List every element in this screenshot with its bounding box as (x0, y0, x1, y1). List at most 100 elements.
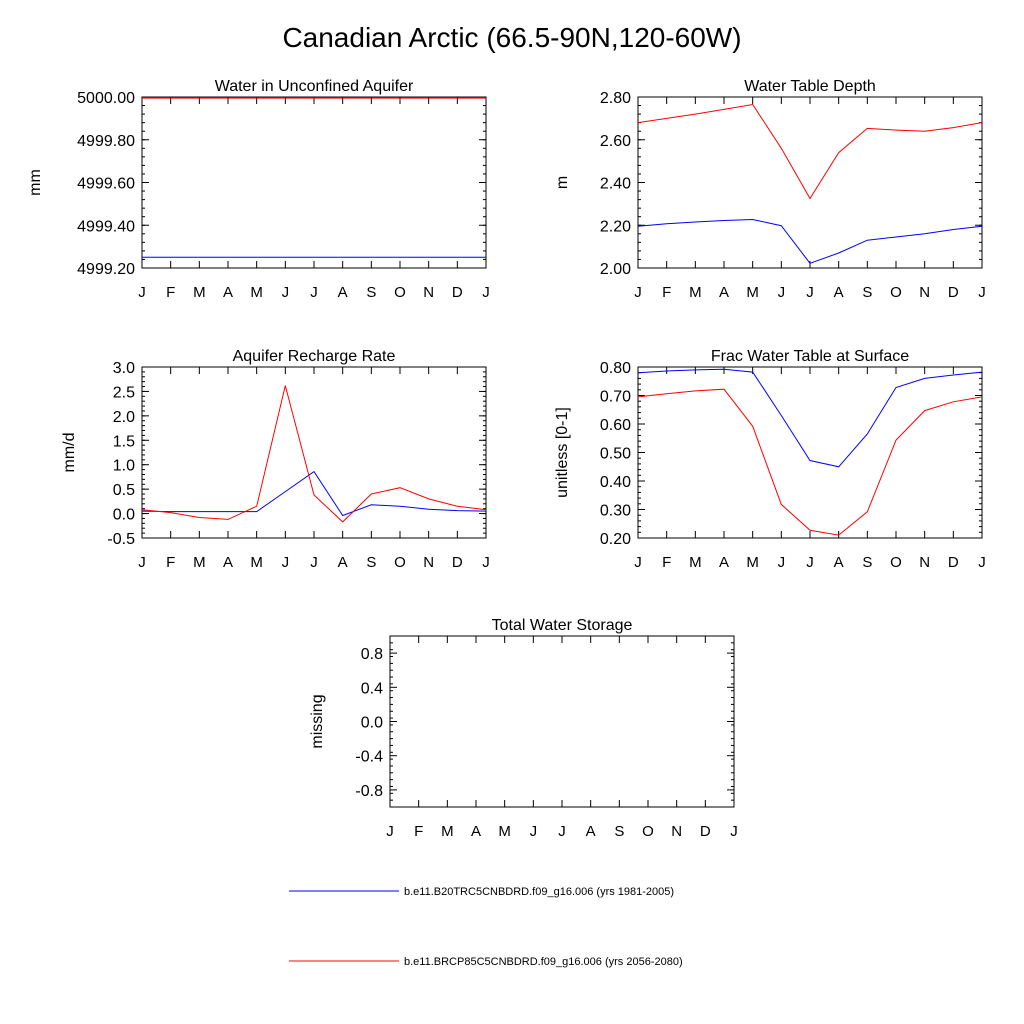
plot-frame (141, 366, 487, 539)
x-tick-label: J (778, 554, 786, 571)
x-tick-label: F (662, 284, 671, 301)
x-tick-label: M (250, 284, 263, 301)
x-tick-label: F (166, 554, 175, 571)
y-tick-label: 0.80 (600, 360, 631, 377)
plot-frame (389, 635, 735, 808)
x-tick-label: J (634, 554, 642, 571)
x-tick-label: S (366, 284, 376, 301)
y-tick-label: 0.5 (113, 482, 135, 499)
legend-label-series2: b.e11.BRCP85C5CNBDRD.f09_g16.006 (yrs 20… (404, 956, 683, 968)
x-tick-label: M (689, 284, 702, 301)
y-tick-label: 0.8 (361, 646, 383, 663)
x-tick-label: J (138, 284, 146, 301)
y-tick-label: -0.5 (107, 531, 135, 548)
series-line-2 (141, 385, 487, 523)
y-tick-label: 0.0 (113, 507, 135, 524)
y-tick-label: 1.5 (113, 433, 135, 450)
x-tick-label: N (423, 554, 434, 571)
x-tick-label: J (282, 284, 290, 301)
x-tick-label: J (806, 284, 814, 301)
y-tick-label: 0.60 (600, 417, 631, 434)
x-tick-label: D (948, 554, 959, 571)
x-tick-label: J (482, 284, 490, 301)
x-tick-label: S (862, 554, 872, 571)
y-tick-label: 4999.20 (77, 261, 135, 278)
series-line-1 (141, 470, 487, 517)
y-tick-label: 4999.40 (77, 218, 135, 235)
chart-frac-water-table: Frac Water Table at Surface unitless [0-1… (554, 348, 986, 571)
y-tick-label: 5000.00 (77, 90, 135, 107)
x-tick-label: M (250, 554, 263, 571)
x-tick-label: J (978, 284, 986, 301)
legend: b.e11.B20TRC5CNBDRD.f09_g16.006 (yrs 198… (289, 886, 683, 968)
x-tick-label: S (614, 823, 624, 840)
chart-title: Total Water Storage (492, 617, 633, 634)
x-tick-label: M (193, 284, 206, 301)
series-line-1 (637, 368, 983, 468)
x-tick-label: J (978, 554, 986, 571)
x-tick-label: O (394, 554, 406, 571)
legend-label-series1: b.e11.B20TRC5CNBDRD.f09_g16.006 (yrs 198… (404, 886, 674, 898)
x-tick-label: M (498, 823, 511, 840)
chart-title: Water in Unconfined Aquifer (215, 78, 414, 95)
y-tick-label: 2.0 (113, 409, 135, 426)
y-tick-label: 2.80 (600, 90, 631, 107)
x-tick-label: M (193, 554, 206, 571)
y-axis-label: missing (309, 694, 326, 748)
x-tick-label: N (919, 284, 930, 301)
x-tick-label: A (834, 284, 844, 301)
x-tick-label: J (634, 284, 642, 301)
x-tick-label: A (586, 823, 596, 840)
x-tick-label: J (282, 554, 290, 571)
figure-title: Canadian Arctic (66.5-90N,120-60W) (282, 22, 742, 53)
y-tick-label: 0.70 (600, 389, 631, 406)
x-tick-label: J (558, 823, 566, 840)
x-tick-label: M (689, 554, 702, 571)
x-tick-label: J (386, 823, 394, 840)
x-tick-label: A (471, 823, 481, 840)
x-tick-label: J (806, 554, 814, 571)
x-tick-label: S (862, 284, 872, 301)
y-axis-label: unitless [0-1] (554, 407, 571, 498)
y-tick-label: 0.40 (600, 474, 631, 491)
x-tick-label: D (700, 823, 711, 840)
series-line-1 (637, 218, 983, 264)
y-tick-label: 2.60 (600, 133, 631, 150)
y-tick-label: 2.00 (600, 261, 631, 278)
x-tick-label: D (452, 554, 463, 571)
chart-title: Water Table Depth (744, 78, 876, 95)
x-tick-label: J (482, 554, 490, 571)
y-tick-label: 4999.60 (77, 176, 135, 193)
x-tick-label: F (166, 284, 175, 301)
y-tick-label: 0.4 (361, 680, 383, 697)
x-tick-label: A (338, 284, 348, 301)
x-tick-label: O (890, 284, 902, 301)
y-tick-label: 4999.80 (77, 133, 135, 150)
x-tick-label: F (414, 823, 423, 840)
y-tick-label: 0.20 (600, 531, 631, 548)
x-tick-label: A (223, 284, 233, 301)
y-tick-label: 1.0 (113, 458, 135, 475)
x-tick-label: F (662, 554, 671, 571)
x-tick-label: A (719, 284, 729, 301)
series-line-2 (637, 388, 983, 536)
y-tick-label: 2.40 (600, 176, 631, 193)
x-tick-label: A (719, 554, 729, 571)
x-tick-label: J (530, 823, 538, 840)
x-tick-label: A (223, 554, 233, 571)
x-tick-label: M (441, 823, 454, 840)
x-tick-label: M (746, 284, 759, 301)
plot-frame (637, 366, 983, 539)
x-tick-label: D (948, 284, 959, 301)
y-axis-label: mm/d (61, 433, 78, 473)
x-tick-label: O (394, 284, 406, 301)
x-tick-label: S (366, 554, 376, 571)
x-tick-label: J (310, 554, 318, 571)
x-tick-label: J (138, 554, 146, 571)
y-tick-label: 0.0 (361, 715, 383, 732)
